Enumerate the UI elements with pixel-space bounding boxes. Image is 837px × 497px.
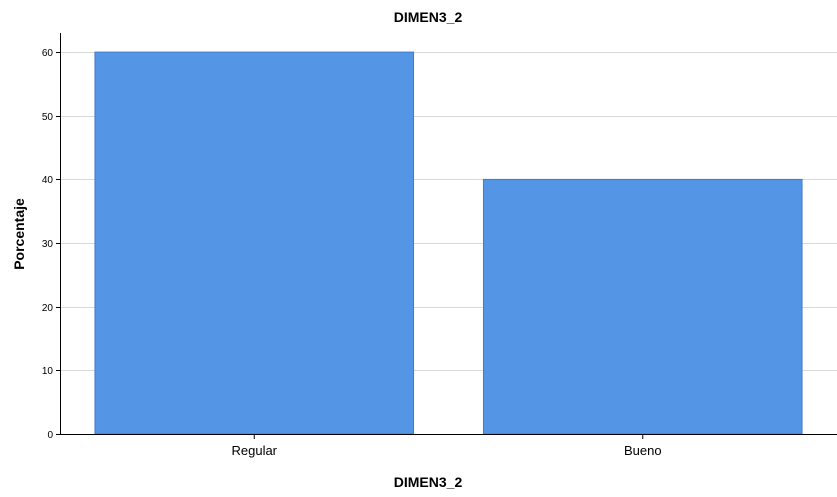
chart-title: DIMEN3_2 (394, 9, 463, 25)
y-tick-label: 40 (42, 175, 54, 186)
bar-regular (94, 51, 415, 435)
bars (94, 51, 803, 435)
y-tick-label: 50 (42, 112, 54, 123)
y-axis-title: Porcentaje (11, 198, 27, 270)
bar-bueno (482, 178, 803, 435)
x-tick-label: Bueno (624, 443, 662, 458)
y-tick-label: 20 (42, 303, 54, 314)
y-axis-ticks: 0 10 20 30 40 50 60 (42, 48, 60, 441)
y-tick-label: 10 (42, 366, 54, 377)
y-tick-label: 30 (42, 239, 54, 250)
x-axis-title: DIMEN3_2 (394, 474, 463, 490)
x-axis-ticks: Regular Bueno (231, 434, 662, 458)
y-tick-label: 0 (47, 430, 53, 441)
y-tick-label: 60 (42, 48, 54, 59)
x-tick-label: Regular (231, 443, 277, 458)
